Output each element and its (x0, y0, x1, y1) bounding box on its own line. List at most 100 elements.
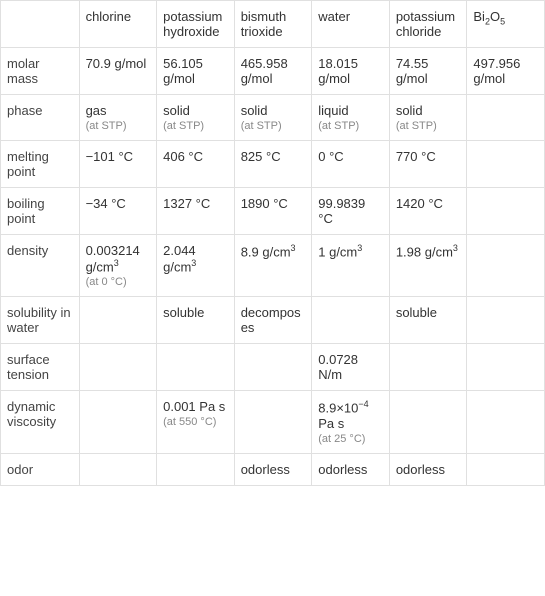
cell: 0.003214 g/cm3 (at 0 °C) (79, 235, 157, 297)
phase-value: solid (163, 103, 190, 118)
header-bi-trioxide: bismuth trioxide (234, 1, 312, 48)
density-sup: 3 (291, 243, 296, 253)
header-bi2o5: Bi2O5 (467, 1, 545, 48)
row-dynamic-viscosity: dynamic viscosity 0.001 Pa s(at 550 °C) … (1, 391, 545, 453)
cell: 406 °C (157, 141, 235, 188)
label-boiling-point: boiling point (1, 188, 80, 235)
density-value: 1 g/cm (318, 244, 357, 259)
cell (467, 141, 545, 188)
row-solubility: solubility in water soluble decomposes s… (1, 297, 545, 344)
cell (79, 344, 157, 391)
phase-note: (at STP) (318, 120, 383, 132)
viscosity-pre: 8.9×10 (318, 401, 358, 416)
label-density: density (1, 235, 80, 297)
phase-value: liquid (318, 103, 348, 118)
cell (467, 235, 545, 297)
properties-table: chlorine potassium hydroxide bismuth tri… (0, 0, 545, 486)
cell: solid (at STP) (389, 95, 467, 141)
cell (79, 297, 157, 344)
phase-note: (at STP) (86, 120, 151, 132)
bi2o5-pre: Bi (473, 9, 485, 24)
cell (79, 453, 157, 485)
phase-note: (at STP) (396, 120, 461, 132)
cell: 465.958 g/mol (234, 48, 312, 95)
cell: 2.044 g/cm3 (157, 235, 235, 297)
cell: 74.55 g/mol (389, 48, 467, 95)
phase-value: solid (241, 103, 268, 118)
cell: 0.001 Pa s (at 550 °C) (157, 391, 235, 453)
header-empty (1, 1, 80, 48)
viscosity-post: Pa s (318, 416, 344, 431)
cell: decomposes (234, 297, 312, 344)
cell: 8.9 g/cm3 (234, 235, 312, 297)
row-density: density 0.003214 g/cm3(at 0 °C) 2.044 g/… (1, 235, 545, 297)
density-note: (at 0 °C) (86, 276, 151, 288)
cell (467, 453, 545, 485)
viscosity-note: (at 550 °C) (163, 416, 228, 428)
row-phase: phase gas(at STP) solid(at STP) solid(at… (1, 95, 545, 141)
label-odor: odor (1, 453, 80, 485)
cell: 497.956 g/mol (467, 48, 545, 95)
cell: 1420 °C (389, 188, 467, 235)
density-sup: 3 (114, 258, 119, 268)
density-value: 8.9 g/cm (241, 244, 291, 259)
cell: 99.9839 °C (312, 188, 390, 235)
density-value: 1.98 g/cm (396, 244, 453, 259)
cell (467, 344, 545, 391)
cell: 0.0728 N/m (312, 344, 390, 391)
density-value: 0.003214 g/cm (86, 243, 140, 274)
cell: odorless (312, 453, 390, 485)
cell (467, 188, 545, 235)
viscosity-value: 0.001 Pa s (163, 399, 225, 414)
cell (234, 391, 312, 453)
phase-value: solid (396, 103, 423, 118)
cell: −34 °C (79, 188, 157, 235)
cell: soluble (389, 297, 467, 344)
cell: gas(at STP) (79, 95, 157, 141)
viscosity-sup: −4 (358, 399, 368, 409)
cell: liquid (at STP) (312, 95, 390, 141)
cell: odorless (389, 453, 467, 485)
cell: −101 °C (79, 141, 157, 188)
row-melting-point: melting point −101 °C 406 °C 825 °C 0 °C… (1, 141, 545, 188)
phase-note: (at STP) (163, 120, 228, 132)
label-molar-mass: molar mass (1, 48, 80, 95)
cell: 825 °C (234, 141, 312, 188)
phase-note: (at STP) (241, 120, 306, 132)
cell (79, 391, 157, 453)
cell (389, 391, 467, 453)
cell: 18.015 g/mol (312, 48, 390, 95)
row-boiling-point: boiling point −34 °C 1327 °C 1890 °C 99.… (1, 188, 545, 235)
header-chlorine: chlorine (79, 1, 157, 48)
cell: solid (at STP) (157, 95, 235, 141)
label-melting-point: melting point (1, 141, 80, 188)
cell: 1.98 g/cm3 (389, 235, 467, 297)
header-koh: potassium hydroxide (157, 1, 235, 48)
cell (467, 297, 545, 344)
cell (312, 297, 390, 344)
bi2o5-mid: O (490, 9, 500, 24)
cell: 1890 °C (234, 188, 312, 235)
cell: solid (at STP) (234, 95, 312, 141)
viscosity-note: (at 25 °C) (318, 433, 383, 445)
cell (467, 95, 545, 141)
density-sup: 3 (191, 258, 196, 268)
cell: 1 g/cm3 (312, 235, 390, 297)
cell: 0 °C (312, 141, 390, 188)
header-row: chlorine potassium hydroxide bismuth tri… (1, 1, 545, 48)
cell: 770 °C (389, 141, 467, 188)
cell (157, 344, 235, 391)
cell (467, 391, 545, 453)
row-odor: odor odorless odorless odorless (1, 453, 545, 485)
cell: 1327 °C (157, 188, 235, 235)
header-water: water (312, 1, 390, 48)
header-kcl: potassium chloride (389, 1, 467, 48)
cell (389, 344, 467, 391)
cell: odorless (234, 453, 312, 485)
density-sup: 3 (453, 243, 458, 253)
cell (157, 453, 235, 485)
cell: soluble (157, 297, 235, 344)
label-dynamic-viscosity: dynamic viscosity (1, 391, 80, 453)
density-sup: 3 (357, 243, 362, 253)
label-surface-tension: surface tension (1, 344, 80, 391)
